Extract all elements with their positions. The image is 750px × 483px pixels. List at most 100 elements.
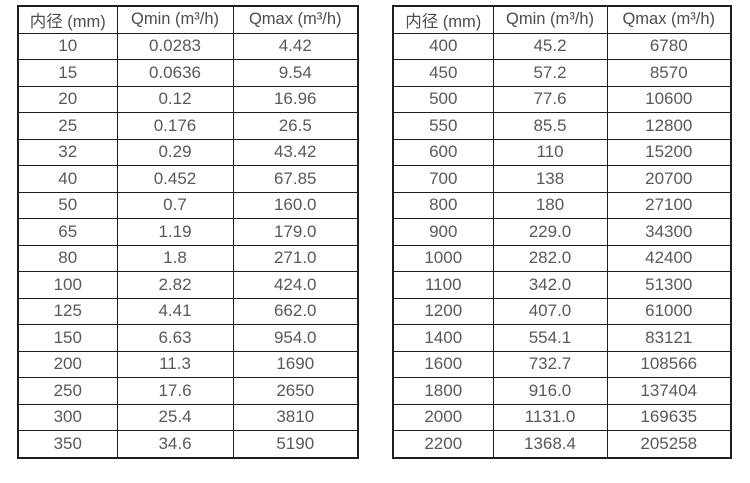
diameter-cell: 1800 bbox=[392, 377, 494, 405]
qmax-cell: 5190 bbox=[232, 430, 359, 458]
qmax-cell: 34300 bbox=[606, 218, 732, 246]
qmax-cell: 26.5 bbox=[232, 112, 359, 140]
qmax-cell: 108566 bbox=[606, 350, 732, 378]
diameter-cell: 2000 bbox=[392, 403, 494, 431]
column-header-qmin: Qmin (m³/h) bbox=[116, 5, 234, 34]
qmax-cell: 205258 bbox=[606, 430, 732, 458]
diameter-cell: 1000 bbox=[392, 244, 494, 272]
qmin-cell: 916.0 bbox=[492, 377, 608, 405]
table-row: 1600 732.7 108566 bbox=[392, 350, 732, 378]
qmin-cell: 110 bbox=[492, 138, 608, 166]
qmax-cell: 15200 bbox=[606, 138, 732, 166]
diameter-cell: 350 bbox=[17, 430, 118, 458]
qmin-cell: 0.0636 bbox=[116, 59, 234, 87]
table-row: 250 17.6 2650 bbox=[17, 377, 359, 405]
diameter-cell: 80 bbox=[17, 244, 118, 272]
diameter-cell: 700 bbox=[392, 165, 494, 193]
qmin-cell: 732.7 bbox=[492, 350, 608, 378]
diameter-cell: 1200 bbox=[392, 297, 494, 325]
qmin-cell: 229.0 bbox=[492, 218, 608, 246]
header-row: 内径 (mm) Qmin (m³/h) Qmax (m³/h) bbox=[392, 5, 732, 34]
qmin-cell: 0.7 bbox=[116, 191, 234, 219]
qmax-cell: 160.0 bbox=[232, 191, 359, 219]
qmax-cell: 10600 bbox=[606, 85, 732, 113]
table-row: 32 0.29 43.42 bbox=[17, 138, 359, 166]
diameter-cell: 450 bbox=[392, 59, 494, 87]
table-row: 150 6.63 954.0 bbox=[17, 324, 359, 352]
qmin-cell: 6.63 bbox=[116, 324, 234, 352]
qmin-cell: 1131.0 bbox=[492, 403, 608, 431]
column-header-diameter: 内径 (mm) bbox=[17, 5, 118, 34]
qmax-cell: 424.0 bbox=[232, 271, 359, 299]
table-row: 800 180 27100 bbox=[392, 191, 732, 219]
qmax-cell: 9.54 bbox=[232, 59, 359, 87]
diameter-cell: 550 bbox=[392, 112, 494, 140]
qmax-cell: 3810 bbox=[232, 403, 359, 431]
table-row: 600 110 15200 bbox=[392, 138, 732, 166]
qmin-cell: 407.0 bbox=[492, 297, 608, 325]
diameter-cell: 50 bbox=[17, 191, 118, 219]
qmax-cell: 27100 bbox=[606, 191, 732, 219]
table-row: 65 1.19 179.0 bbox=[17, 218, 359, 246]
diameter-cell: 600 bbox=[392, 138, 494, 166]
column-header-qmax: Qmax (m³/h) bbox=[606, 5, 732, 34]
qmin-cell: 1368.4 bbox=[492, 430, 608, 458]
table-row: 900 229.0 34300 bbox=[392, 218, 732, 246]
table-row: 10 0.0283 4.42 bbox=[17, 32, 359, 60]
qmax-cell: 83121 bbox=[606, 324, 732, 352]
qmin-cell: 1.19 bbox=[116, 218, 234, 246]
diameter-cell: 1600 bbox=[392, 350, 494, 378]
qmax-cell: 20700 bbox=[606, 165, 732, 193]
diameter-cell: 500 bbox=[392, 85, 494, 113]
table-row: 100 2.82 424.0 bbox=[17, 271, 359, 299]
qmax-cell: 1690 bbox=[232, 350, 359, 378]
qmin-cell: 45.2 bbox=[492, 32, 608, 60]
qmax-cell: 2650 bbox=[232, 377, 359, 405]
qmax-cell: 12800 bbox=[606, 112, 732, 140]
table-row: 500 77.6 10600 bbox=[392, 85, 732, 113]
diameter-cell: 400 bbox=[392, 32, 494, 60]
qmax-cell: 8570 bbox=[606, 59, 732, 87]
diameter-cell: 200 bbox=[17, 350, 118, 378]
diameter-cell: 150 bbox=[17, 324, 118, 352]
table-row: 50 0.7 160.0 bbox=[17, 191, 359, 219]
qmin-cell: 0.176 bbox=[116, 112, 234, 140]
qmax-cell: 51300 bbox=[606, 271, 732, 299]
table-row: 1100 342.0 51300 bbox=[392, 271, 732, 299]
table-row: 1400 554.1 83121 bbox=[392, 324, 732, 352]
table-row: 400 45.2 6780 bbox=[392, 32, 732, 60]
qmin-cell: 34.6 bbox=[116, 430, 234, 458]
qmin-cell: 17.6 bbox=[116, 377, 234, 405]
flow-spec-table-large-diameters: 内径 (mm) Qmin (m³/h) Qmax (m³/h) 400 45.2 6… bbox=[392, 5, 732, 459]
qmin-cell: 85.5 bbox=[492, 112, 608, 140]
qmin-cell: 0.452 bbox=[116, 165, 234, 193]
qmax-cell: 271.0 bbox=[232, 244, 359, 272]
qmax-cell: 67.85 bbox=[232, 165, 359, 193]
diameter-cell: 800 bbox=[392, 191, 494, 219]
table-row: 300 25.4 3810 bbox=[17, 403, 359, 431]
qmin-cell: 1.8 bbox=[116, 244, 234, 272]
column-header-qmin: Qmin (m³/h) bbox=[492, 5, 608, 34]
diameter-cell: 32 bbox=[17, 138, 118, 166]
qmax-cell: 169635 bbox=[606, 403, 732, 431]
qmax-cell: 4.42 bbox=[232, 32, 359, 60]
table-row: 20 0.12 16.96 bbox=[17, 85, 359, 113]
table-row: 80 1.8 271.0 bbox=[17, 244, 359, 272]
table-row: 15 0.0636 9.54 bbox=[17, 59, 359, 87]
diameter-cell: 300 bbox=[17, 403, 118, 431]
diameter-cell: 100 bbox=[17, 271, 118, 299]
qmin-cell: 282.0 bbox=[492, 244, 608, 272]
qmin-cell: 2.82 bbox=[116, 271, 234, 299]
table-row: 125 4.41 662.0 bbox=[17, 297, 359, 325]
qmax-cell: 43.42 bbox=[232, 138, 359, 166]
qmin-cell: 0.0283 bbox=[116, 32, 234, 60]
qmin-cell: 4.41 bbox=[116, 297, 234, 325]
qmin-cell: 25.4 bbox=[116, 403, 234, 431]
table-row: 1800 916.0 137404 bbox=[392, 377, 732, 405]
flow-spec-table-small-diameters: 内径 (mm) Qmin (m³/h) Qmax (m³/h) 10 0.0283… bbox=[17, 5, 359, 459]
qmax-cell: 6780 bbox=[606, 32, 732, 60]
table-row: 550 85.5 12800 bbox=[392, 112, 732, 140]
table-row: 200 11.3 1690 bbox=[17, 350, 359, 378]
diameter-cell: 125 bbox=[17, 297, 118, 325]
qmax-cell: 61000 bbox=[606, 297, 732, 325]
